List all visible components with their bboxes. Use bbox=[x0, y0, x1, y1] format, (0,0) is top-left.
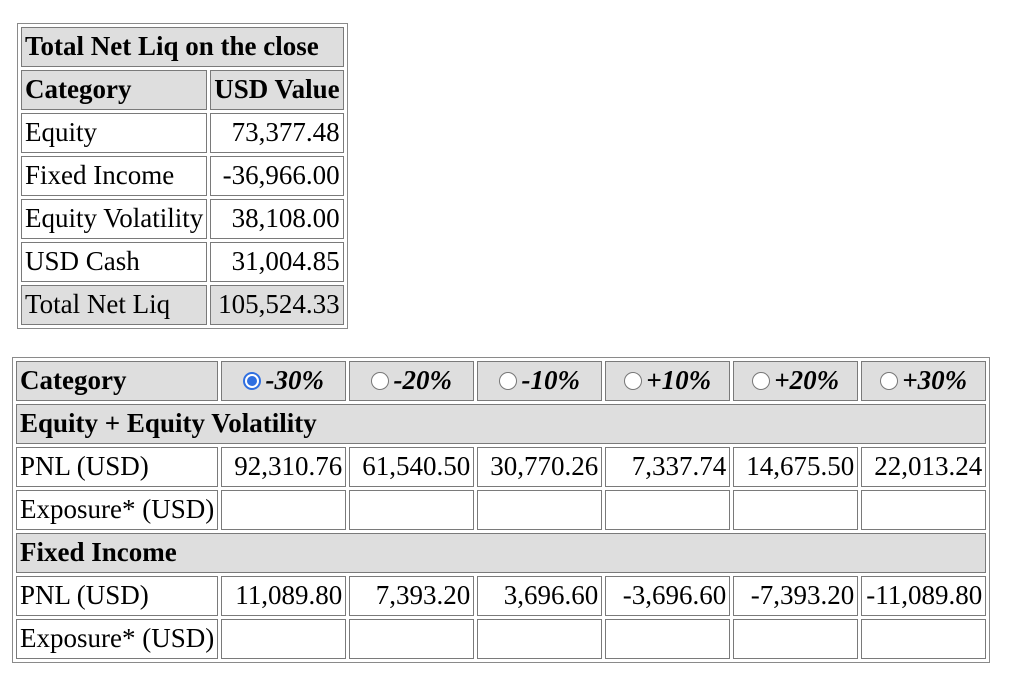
radio-button[interactable] bbox=[499, 371, 518, 390]
scenario-option-minus-10[interactable]: -10% bbox=[477, 361, 603, 401]
scenario-option-label: -20% bbox=[393, 365, 452, 396]
table-row: Exposure* (USD) bbox=[16, 490, 987, 530]
scenario-table: Category -30% -20% -10% +10% +20% +30% E… bbox=[12, 357, 991, 663]
net-liq-category: Fixed Income bbox=[21, 156, 208, 196]
net-liq-value-header: USD Value bbox=[210, 70, 344, 110]
scenario-option-minus-20[interactable]: -20% bbox=[349, 361, 475, 401]
net-liq-value: -36,966.00 bbox=[210, 156, 344, 196]
pnl-value: 22,013.24 bbox=[861, 447, 987, 487]
exposure-value bbox=[605, 490, 731, 530]
table-row: USD Cash 31,004.85 bbox=[21, 242, 344, 282]
net-liq-total-value: 105,524.33 bbox=[210, 285, 344, 325]
exposure-value bbox=[349, 619, 475, 659]
net-liq-value: 73,377.48 bbox=[210, 113, 344, 153]
net-liq-category: Equity bbox=[21, 113, 208, 153]
pnl-label: PNL (USD) bbox=[16, 576, 219, 616]
net-liq-table: Total Net Liq on the close Category USD … bbox=[17, 23, 348, 329]
net-liq-category: Equity Volatility bbox=[21, 199, 208, 239]
scenario-option-label: +20% bbox=[774, 365, 840, 396]
pnl-value: 7,393.20 bbox=[349, 576, 475, 616]
table-row: Equity Volatility 38,108.00 bbox=[21, 199, 344, 239]
net-liq-total-label: Total Net Liq bbox=[21, 285, 208, 325]
exposure-label: Exposure* (USD) bbox=[16, 619, 219, 659]
pnl-value: 11,089.80 bbox=[221, 576, 347, 616]
exposure-value bbox=[477, 490, 603, 530]
table-row: Equity 73,377.48 bbox=[21, 113, 344, 153]
scenario-option-plus-30[interactable]: +30% bbox=[861, 361, 987, 401]
pnl-value: -7,393.20 bbox=[733, 576, 859, 616]
group-name-fixed-income: Fixed Income bbox=[16, 533, 987, 573]
radio-button[interactable] bbox=[243, 371, 262, 390]
exposure-value bbox=[349, 490, 475, 530]
scenario-category-header: Category bbox=[16, 361, 219, 401]
net-liq-category-header: Category bbox=[21, 70, 208, 110]
exposure-value bbox=[861, 619, 987, 659]
scenario-option-label: +10% bbox=[646, 365, 712, 396]
group-header-row: Equity + Equity Volatility bbox=[16, 404, 987, 444]
group-header-row: Fixed Income bbox=[16, 533, 987, 573]
pnl-value: 92,310.76 bbox=[221, 447, 347, 487]
net-liq-value: 31,004.85 bbox=[210, 242, 344, 282]
pnl-value: -3,696.60 bbox=[605, 576, 731, 616]
pnl-value: 3,696.60 bbox=[477, 576, 603, 616]
exposure-value bbox=[733, 619, 859, 659]
pnl-value: 61,540.50 bbox=[349, 447, 475, 487]
table-row: Exposure* (USD) bbox=[16, 619, 987, 659]
scenario-option-plus-10[interactable]: +10% bbox=[605, 361, 731, 401]
pnl-value: 30,770.26 bbox=[477, 447, 603, 487]
table-row: Fixed Income -36,966.00 bbox=[21, 156, 344, 196]
table-row: PNL (USD) 11,089.80 7,393.20 3,696.60 -3… bbox=[16, 576, 987, 616]
net-liq-category: USD Cash bbox=[21, 242, 208, 282]
exposure-value bbox=[221, 619, 347, 659]
exposure-value bbox=[477, 619, 603, 659]
exposure-value bbox=[733, 490, 859, 530]
net-liq-title: Total Net Liq on the close bbox=[21, 27, 344, 67]
scenario-option-plus-20[interactable]: +20% bbox=[733, 361, 859, 401]
net-liq-value: 38,108.00 bbox=[210, 199, 344, 239]
exposure-value bbox=[221, 490, 347, 530]
scenario-option-label: -30% bbox=[265, 365, 324, 396]
scenario-option-minus-30[interactable]: -30% bbox=[221, 361, 347, 401]
group-name-equity: Equity + Equity Volatility bbox=[16, 404, 987, 444]
radio-button[interactable] bbox=[624, 371, 643, 390]
table-row: PNL (USD) 92,310.76 61,540.50 30,770.26 … bbox=[16, 447, 987, 487]
pnl-value: 7,337.74 bbox=[605, 447, 731, 487]
scenario-option-label: -10% bbox=[521, 365, 580, 396]
pnl-label: PNL (USD) bbox=[16, 447, 219, 487]
exposure-value bbox=[861, 490, 987, 530]
scenario-option-label: +30% bbox=[902, 365, 968, 396]
radio-button[interactable] bbox=[880, 371, 899, 390]
scenario-header-row: Category -30% -20% -10% +10% +20% +30% bbox=[16, 361, 987, 401]
radio-button[interactable] bbox=[371, 371, 390, 390]
pnl-value: -11,089.80 bbox=[861, 576, 987, 616]
exposure-label: Exposure* (USD) bbox=[16, 490, 219, 530]
exposure-value bbox=[605, 619, 731, 659]
pnl-value: 14,675.50 bbox=[733, 447, 859, 487]
radio-button[interactable] bbox=[752, 371, 771, 390]
total-row: Total Net Liq 105,524.33 bbox=[21, 285, 344, 325]
